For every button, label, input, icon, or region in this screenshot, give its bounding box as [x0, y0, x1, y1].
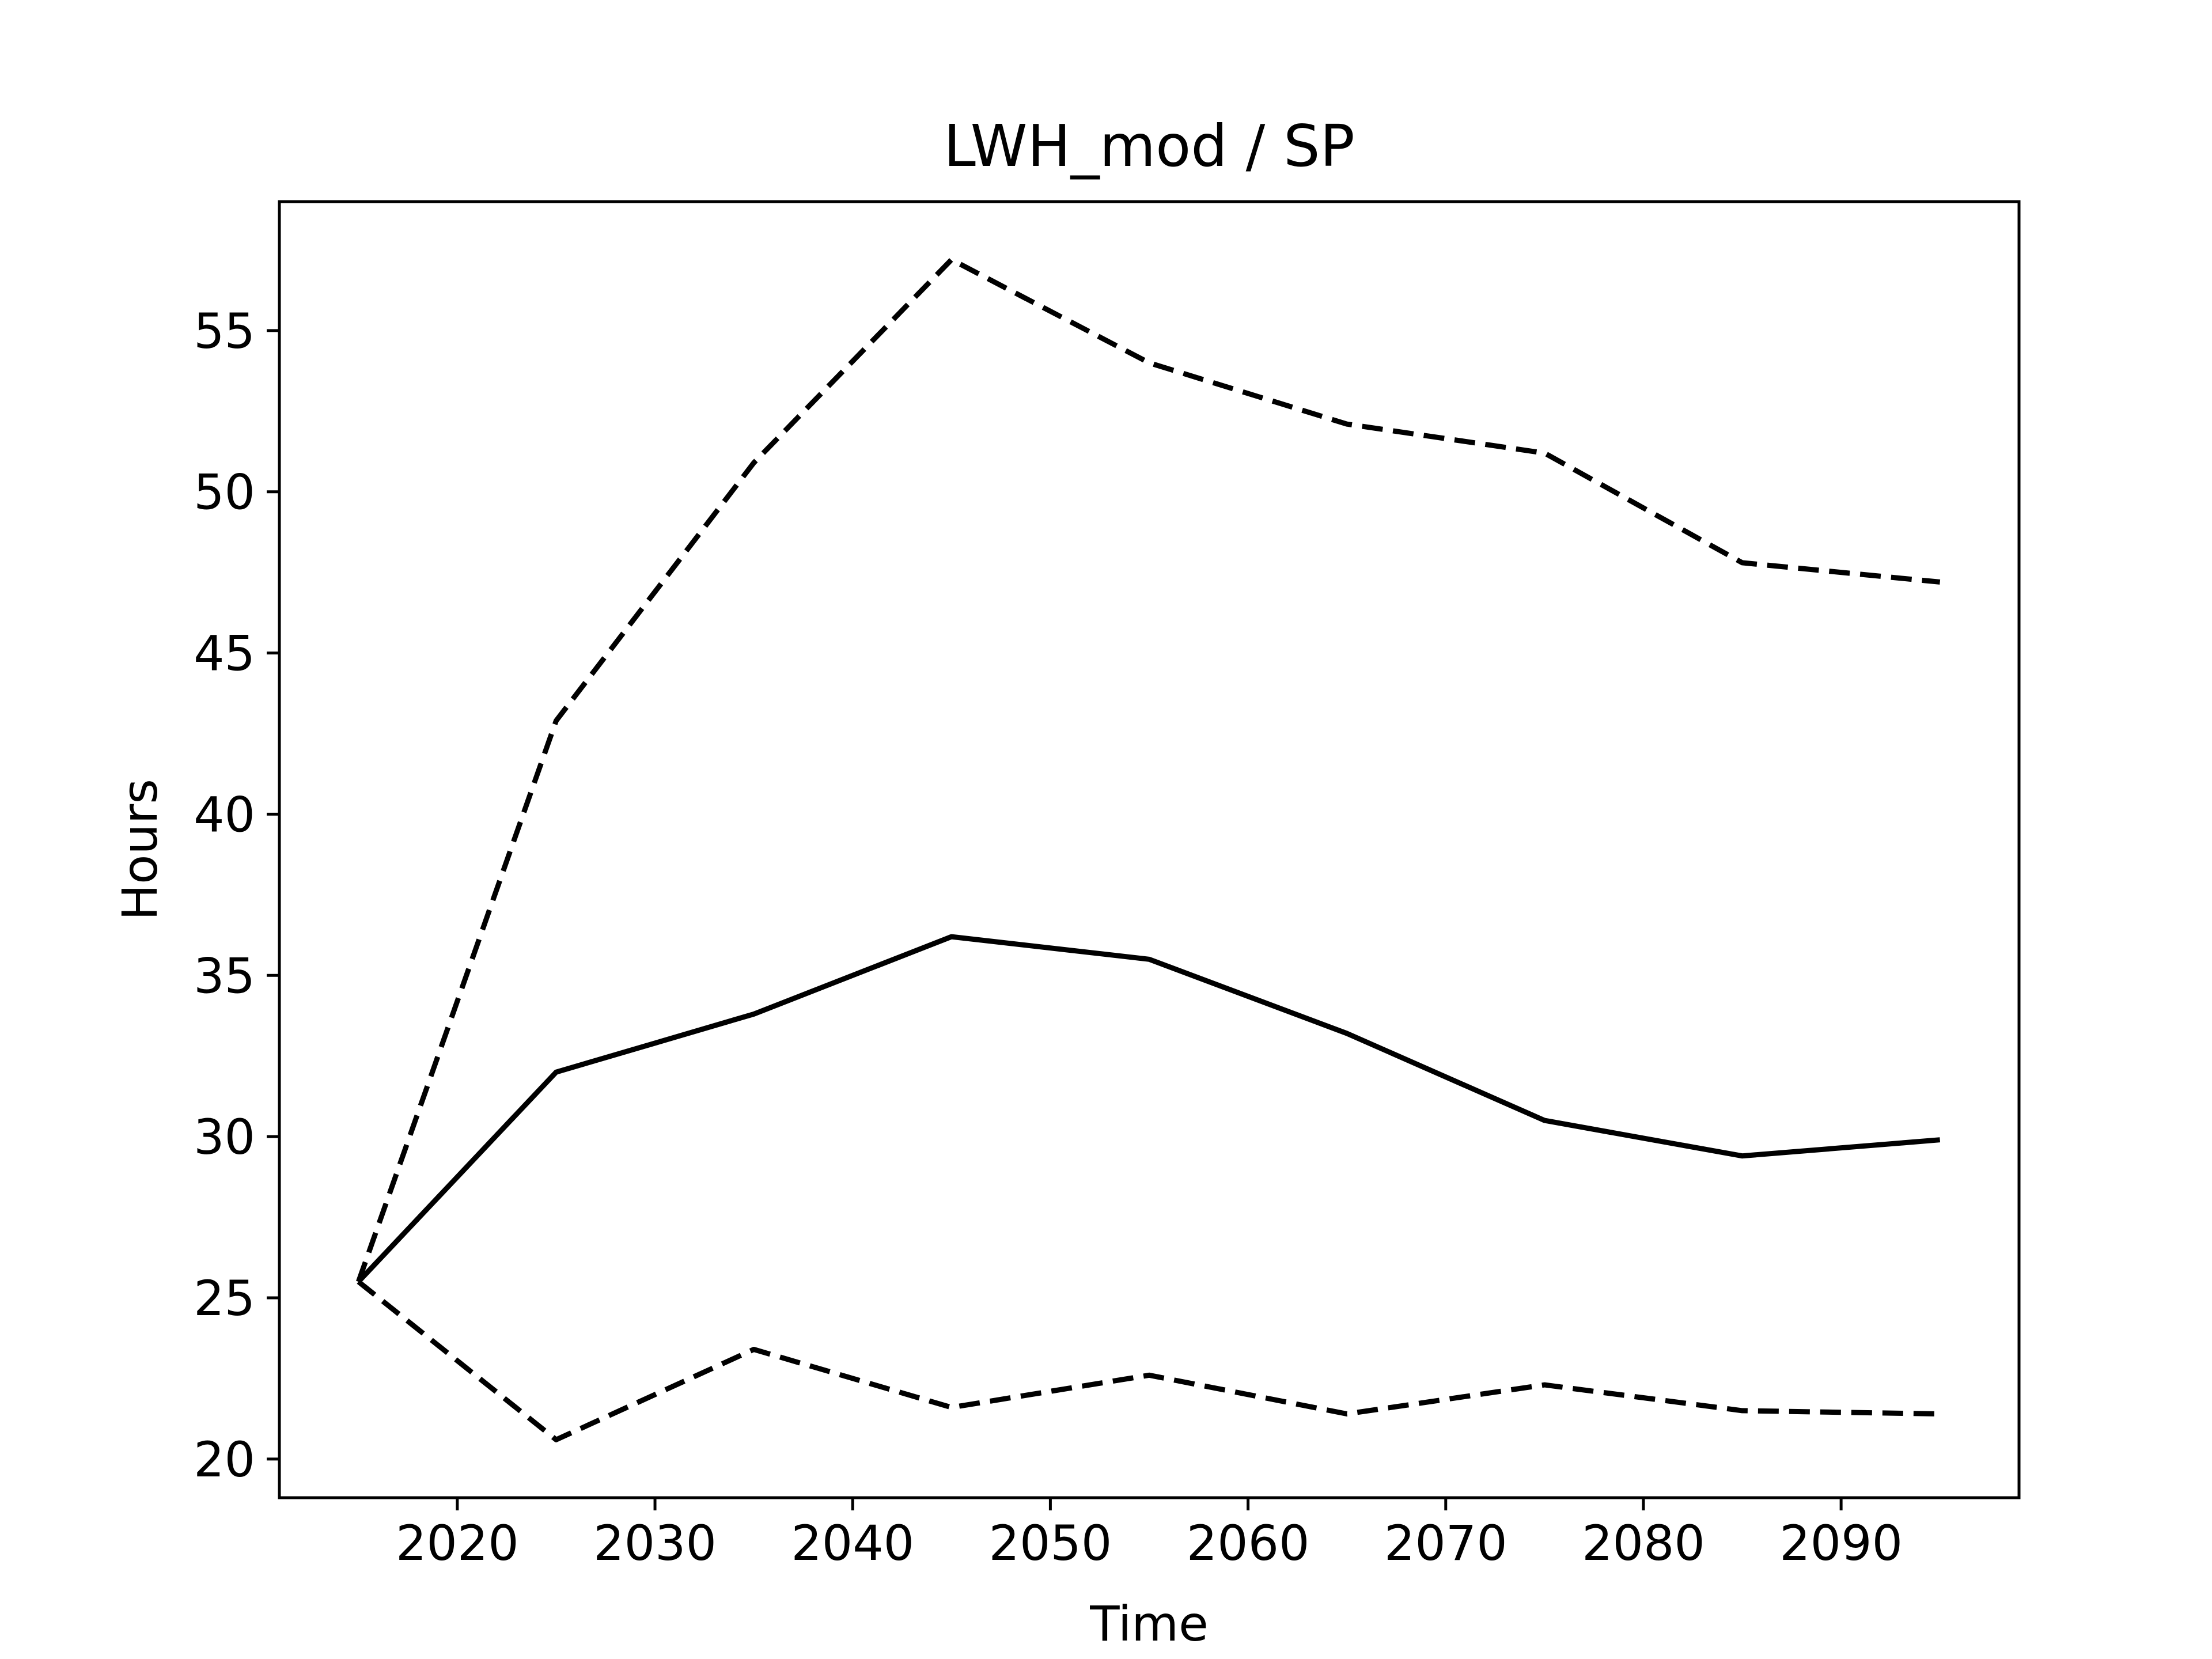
x-axis-label: Time: [1089, 1596, 1209, 1652]
y-tick-label: 25: [194, 1270, 255, 1327]
y-tick-label: 35: [194, 948, 255, 1004]
y-tick-label: 45: [194, 626, 255, 682]
x-tick-label: 2050: [989, 1515, 1112, 1571]
x-tick-label: 2070: [1384, 1515, 1508, 1571]
y-tick-label: 30: [194, 1109, 255, 1165]
chart-title: LWH_mod / SP: [944, 112, 1355, 180]
y-tick-label: 55: [194, 303, 255, 359]
x-tick-label: 2090: [1779, 1515, 1903, 1571]
series-layer: [356, 257, 1941, 1442]
x-tick-label: 2030: [593, 1515, 717, 1571]
y-tick-label: 40: [194, 786, 255, 843]
y-axis-ticks: 20 25 30 35 40 45 50 55: [194, 303, 279, 1488]
x-tick-label: 2080: [1582, 1515, 1705, 1571]
x-axis-ticks: 2020 2030 2040 2050 2060 2070 2080 2090: [396, 1498, 1903, 1571]
x-tick-label: 2020: [396, 1515, 519, 1571]
y-tick-label: 50: [194, 464, 255, 521]
x-tick-label: 2060: [1187, 1515, 1310, 1571]
series-line-1: [356, 257, 1941, 1283]
x-tick-label: 2040: [791, 1515, 914, 1571]
y-axis-label: Hours: [112, 779, 168, 921]
y-tick-label: 20: [194, 1431, 255, 1488]
series-line-2: [357, 934, 1941, 1284]
series-line-3: [357, 1279, 1940, 1442]
plot-frame: [278, 200, 2021, 1499]
